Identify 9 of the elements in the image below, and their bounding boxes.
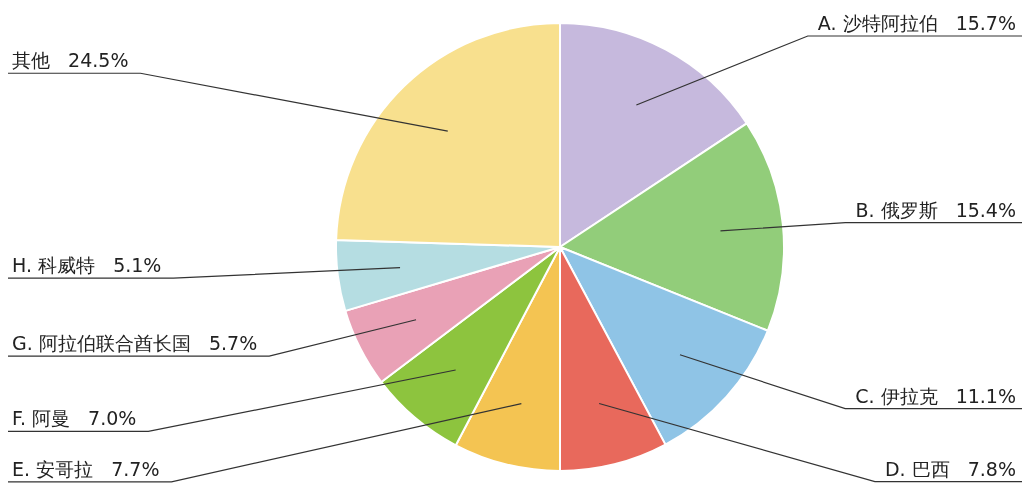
slice-label: F. 阿曼 7.0%: [12, 407, 137, 430]
slice-label: E. 安哥拉 7.7%: [12, 457, 160, 480]
slice-label: G. 阿拉伯联合酋长国 5.7%: [12, 332, 258, 355]
slice-label: A. 沙特阿拉伯 15.7%: [817, 12, 1016, 34]
slice-label: D. 巴西 7.8%: [884, 457, 1016, 480]
slice-label: H. 科威特 5.1%: [12, 254, 162, 277]
slice-label: C. 伊拉克 11.1%: [855, 384, 1016, 407]
slice-label: B. 俄罗斯 15.4%: [855, 198, 1016, 221]
slice-label: 其他 24.5%: [12, 49, 129, 72]
